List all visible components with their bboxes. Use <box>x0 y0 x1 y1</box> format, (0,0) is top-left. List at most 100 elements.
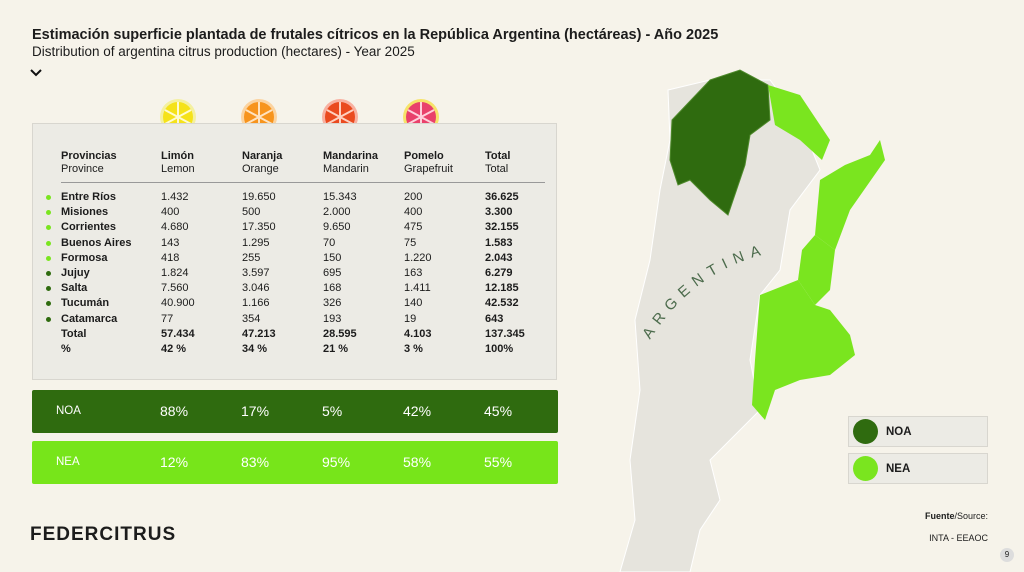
province-name: Misiones <box>61 206 109 219</box>
region-cell: 17% <box>241 403 270 419</box>
table-cell: 475 <box>404 221 423 234</box>
table-cell: 643 <box>485 312 504 325</box>
table-cell: 36.625 <box>485 191 519 203</box>
table-cell: 4.680 <box>161 221 189 234</box>
region-dot <box>46 255 51 261</box>
table-cell: 1.166 <box>242 297 270 310</box>
percent-cell: 100% <box>485 343 514 355</box>
map: ARGENTINA <box>619 69 885 572</box>
column-header: Limón <box>161 150 194 162</box>
region-dot <box>46 210 51 216</box>
region-cell: 55% <box>484 454 513 470</box>
total-cell: 57.434 <box>161 327 195 340</box>
table-cell: 168 <box>323 282 342 295</box>
nea-row: NEA 12% 83% 95% 58% 55% <box>32 441 558 484</box>
subtitle: Distribution of argentina citrus product… <box>32 44 415 59</box>
region-dot <box>46 286 51 292</box>
source: INTA - EEAOC <box>929 533 988 543</box>
percent-cell: 34 % <box>242 343 268 355</box>
legend-label: NEA <box>886 463 911 475</box>
table-cell: 32.155 <box>485 221 519 234</box>
source-label: Fuente/Source: <box>925 511 988 521</box>
legend-item: NOA <box>848 416 988 447</box>
total-cell: Total <box>61 327 87 340</box>
header-rule <box>61 182 545 183</box>
table-cell: 140 <box>404 297 423 310</box>
region-cell: NEA <box>56 456 80 468</box>
total-cell: 4.103 <box>404 327 432 340</box>
table-cell: 326 <box>323 297 342 310</box>
table-cell: 200 <box>404 191 423 203</box>
table-cell: 1.295 <box>242 236 270 249</box>
region-cell: NOA <box>56 405 81 417</box>
table-panel: Provincias Province Limón Lemon Naranja Orang… <box>32 123 557 380</box>
region-dot <box>46 271 51 276</box>
table-cell: 40.900 <box>161 297 195 310</box>
percent-cell: 21 % <box>323 343 349 355</box>
table-cell: 7.560 <box>161 282 189 295</box>
table-cell: 400 <box>161 206 180 219</box>
percent-cell: % <box>61 343 71 355</box>
region-cell: 12% <box>160 454 189 470</box>
table-cell: 2.043 <box>485 251 513 264</box>
region-dot <box>46 316 51 322</box>
table-cell: 42.532 <box>485 297 519 310</box>
legend-swatch <box>853 419 878 444</box>
province-name: Salta <box>61 282 88 295</box>
legend-item: NEA <box>848 453 988 484</box>
column-header: Mandarina <box>323 150 379 162</box>
total-cell: 47.213 <box>242 327 276 340</box>
table-cell: 1.220 <box>404 251 432 264</box>
region-dot <box>46 240 51 246</box>
legend-swatch <box>853 456 878 481</box>
total-cell: 28.595 <box>323 327 357 340</box>
table-cell: 500 <box>242 206 261 219</box>
table-cell: 75 <box>404 236 417 249</box>
column-header: Total <box>485 150 511 162</box>
table-cell: 3.046 <box>242 282 270 295</box>
table-cell: 193 <box>323 312 342 325</box>
table-cell: 17.350 <box>242 221 276 234</box>
province-name: Catamarca <box>61 312 118 325</box>
percent-cell: 3 % <box>404 343 423 355</box>
table-cell: 695 <box>323 267 342 279</box>
table-cell: 150 <box>323 251 342 264</box>
province-name: Buenos Aires <box>61 236 132 249</box>
table-cell: 255 <box>242 251 261 264</box>
noa-row: NOA 88% 17% 5% 42% 45% <box>32 390 558 433</box>
region-dot <box>46 301 51 307</box>
table-cell: 1.824 <box>161 267 189 279</box>
table-cell: 1.411 <box>404 282 431 295</box>
province-name: Entre Ríos <box>61 191 117 203</box>
column-header-en: Mandarin <box>323 163 369 175</box>
column-header: Pomelo <box>404 150 444 162</box>
logo: FEDERCITRUS <box>30 524 177 545</box>
table-cell: 2.000 <box>323 206 351 219</box>
column-header-en: Grapefruit <box>404 163 453 175</box>
province-name: Formosa <box>61 251 108 264</box>
region-cell: 88% <box>160 403 189 419</box>
column-header: Naranja <box>242 150 283 162</box>
table-cell: 9.650 <box>323 221 351 234</box>
province-name: Corrientes <box>61 221 117 234</box>
region-cell: 45% <box>484 403 513 419</box>
region-cell: 42% <box>403 403 432 419</box>
table-cell: 400 <box>404 206 423 219</box>
table-cell: 3.597 <box>242 267 270 279</box>
table-cell: 143 <box>161 236 180 249</box>
table-cell: 15.343 <box>323 191 357 203</box>
table-cell: 163 <box>404 267 423 279</box>
legend-label: NOA <box>886 426 912 438</box>
column-header-en: Lemon <box>161 163 195 175</box>
table-cell: 3.300 <box>485 206 513 219</box>
region-dot <box>46 195 51 200</box>
province-name: Jujuy <box>61 267 90 279</box>
source-label-en: /Source: <box>954 511 988 521</box>
percent-cell: 42 % <box>161 343 187 355</box>
region-cell: 58% <box>403 454 432 470</box>
page-number: 9 <box>1000 548 1014 562</box>
table-cell: 12.185 <box>485 282 519 295</box>
table-cell: 1.432 <box>161 191 189 203</box>
table-cell: 1.583 <box>485 236 513 249</box>
